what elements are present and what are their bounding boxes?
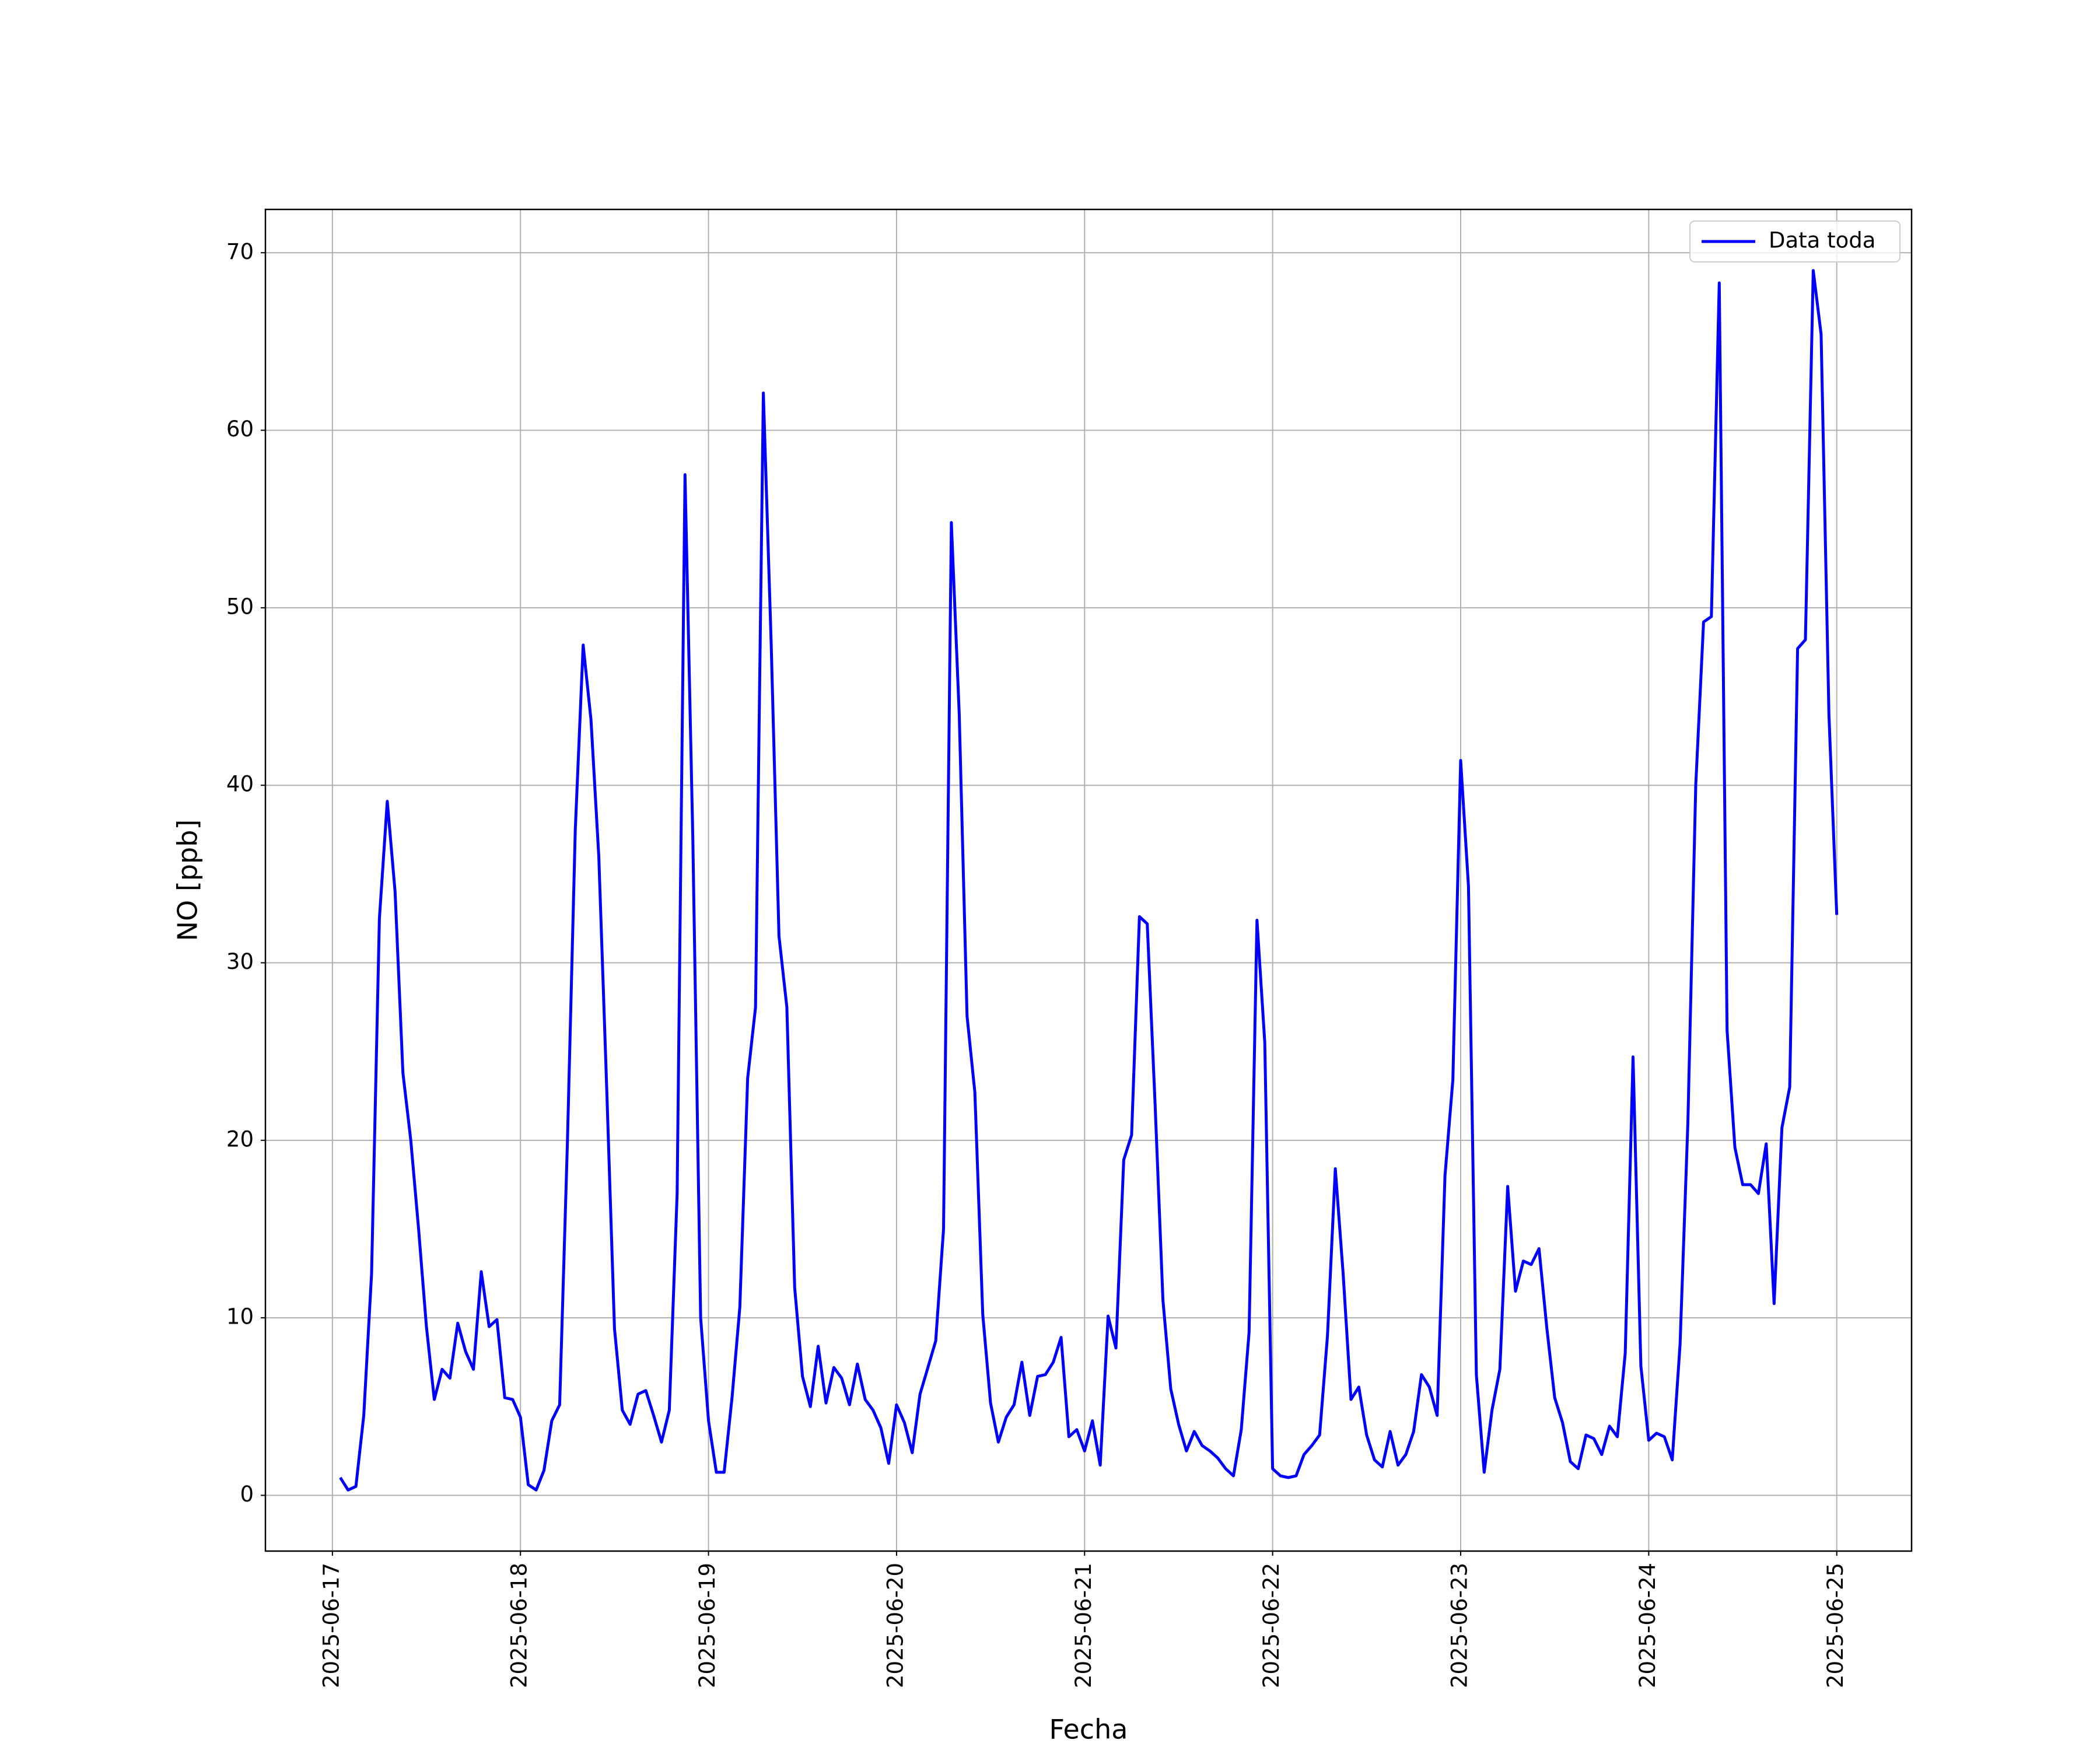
x-tick-label: 2025-06-17 — [318, 1563, 344, 1688]
x-tick-label: 2025-06-23 — [1447, 1563, 1472, 1688]
y-axis-label: NO [ppb] — [172, 820, 204, 942]
x-tick-label: 2025-06-22 — [1259, 1563, 1284, 1688]
y-tick-label: 30 — [226, 949, 254, 974]
y-tick-label: 70 — [226, 239, 254, 264]
y-tick-label: 50 — [226, 594, 254, 619]
x-axis-label: Fecha — [1049, 1714, 1128, 1745]
x-tick-label: 2025-06-25 — [1823, 1563, 1848, 1688]
legend-label: Data toda — [1769, 228, 1875, 253]
plot-frame — [264, 208, 1913, 1552]
x-tick-label: 2025-06-20 — [883, 1563, 908, 1688]
y-tick-label: 0 — [240, 1482, 254, 1507]
x-tick-label: 2025-06-18 — [507, 1563, 532, 1688]
y-tick-label: 20 — [226, 1126, 254, 1152]
x-tick-label: 2025-06-24 — [1635, 1563, 1660, 1688]
y-tick-label: 10 — [226, 1304, 254, 1329]
data-line — [339, 269, 1839, 1492]
x-tick-label: 2025-06-19 — [695, 1563, 720, 1688]
y-tick-label: 40 — [226, 772, 254, 797]
x-tick-label: 2025-06-21 — [1071, 1563, 1096, 1688]
legend-box — [1689, 220, 1901, 262]
y-tick-label: 60 — [226, 416, 254, 442]
